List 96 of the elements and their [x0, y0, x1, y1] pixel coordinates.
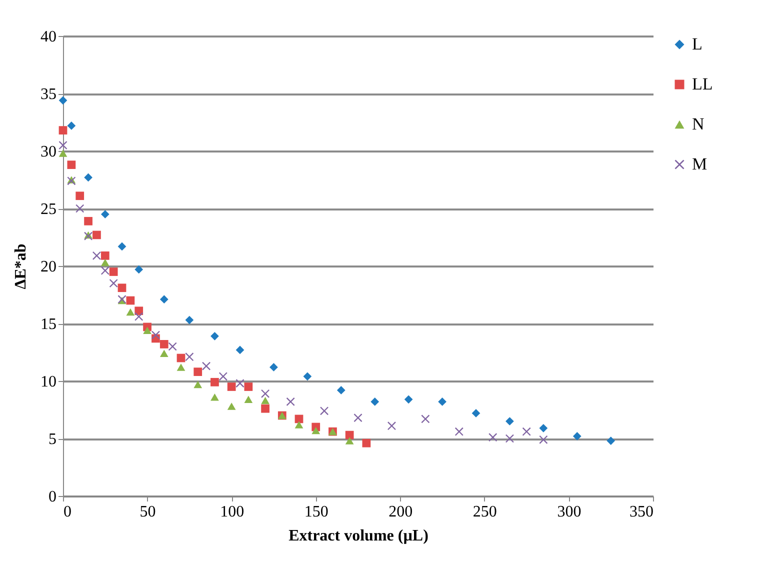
point — [236, 379, 244, 388]
legend-label: L — [692, 34, 702, 54]
point — [152, 330, 160, 340]
point — [168, 342, 177, 351]
point — [176, 354, 186, 362]
point — [286, 398, 295, 406]
point — [210, 393, 219, 401]
y-tick-label: 30 — [40, 144, 56, 160]
point — [58, 141, 68, 150]
x-tick-label: 300 — [557, 504, 582, 520]
point — [488, 433, 498, 442]
point — [270, 363, 278, 372]
point — [454, 427, 464, 436]
point — [572, 432, 582, 440]
point — [100, 210, 110, 218]
point — [210, 332, 219, 340]
legend-label: LL — [692, 74, 713, 94]
point — [336, 386, 346, 394]
point — [227, 402, 236, 410]
point — [109, 268, 118, 276]
point — [118, 242, 126, 251]
point — [261, 396, 270, 404]
point — [294, 421, 304, 428]
point — [345, 430, 354, 440]
point — [303, 372, 312, 381]
point — [160, 295, 168, 304]
point — [194, 380, 202, 388]
point — [84, 216, 92, 226]
point — [143, 326, 152, 334]
point — [506, 417, 514, 426]
point — [100, 251, 110, 260]
point — [185, 352, 194, 362]
point — [134, 265, 144, 274]
y-tick-label: 20 — [40, 258, 56, 276]
point — [261, 404, 270, 413]
point — [176, 364, 186, 371]
point — [84, 173, 92, 182]
point — [194, 368, 202, 376]
x-tick-label: 250 — [472, 504, 497, 520]
point — [421, 414, 430, 424]
point — [218, 372, 228, 381]
point — [539, 424, 548, 432]
x-tick-label: 150 — [304, 504, 328, 520]
point — [320, 406, 328, 416]
point — [126, 308, 135, 316]
point — [100, 258, 110, 266]
point — [58, 126, 68, 134]
point — [362, 438, 371, 448]
point — [506, 434, 514, 443]
point — [370, 398, 380, 406]
point — [160, 350, 168, 358]
x-tick-label: 350 — [630, 504, 654, 520]
point — [185, 316, 194, 324]
point — [522, 427, 531, 436]
x-tick-label: 200 — [388, 504, 413, 520]
point — [202, 362, 210, 370]
x-axis-title: Extract volume (µL) — [288, 528, 428, 544]
point — [92, 230, 101, 240]
y-tick-label: 40 — [40, 28, 56, 46]
x-tick-label: 0 — [64, 504, 72, 520]
point — [76, 204, 84, 213]
point — [236, 346, 244, 354]
point — [345, 437, 354, 444]
point — [472, 409, 480, 418]
y-tick-label: 25 — [40, 201, 56, 218]
point — [160, 340, 168, 348]
point — [354, 414, 362, 422]
legend-label: M — [692, 154, 708, 174]
y-tick-label: 5 — [48, 431, 56, 448]
x-tick-label: 100 — [220, 504, 244, 520]
point — [244, 396, 253, 404]
y-tick-label: 0 — [48, 488, 56, 506]
point — [118, 284, 126, 292]
point — [210, 378, 219, 386]
point — [58, 96, 68, 105]
point — [227, 382, 236, 391]
y-tick-label: 15 — [40, 316, 56, 333]
point — [244, 382, 253, 391]
point — [134, 312, 144, 321]
y-tick-label: 35 — [40, 86, 56, 103]
point — [606, 436, 616, 445]
y-axis-title: ΔE*ab — [12, 244, 30, 290]
y-tick-label: 10 — [40, 374, 56, 390]
point — [126, 296, 135, 305]
point — [312, 426, 320, 434]
point — [404, 395, 413, 404]
x-tick-label: 50 — [140, 504, 156, 520]
point — [58, 150, 68, 157]
legend-label: N — [692, 114, 704, 134]
point — [76, 192, 84, 200]
point — [100, 266, 110, 275]
point — [67, 122, 76, 130]
point — [539, 435, 548, 444]
point — [67, 160, 76, 169]
point — [109, 279, 118, 288]
point — [438, 398, 446, 406]
